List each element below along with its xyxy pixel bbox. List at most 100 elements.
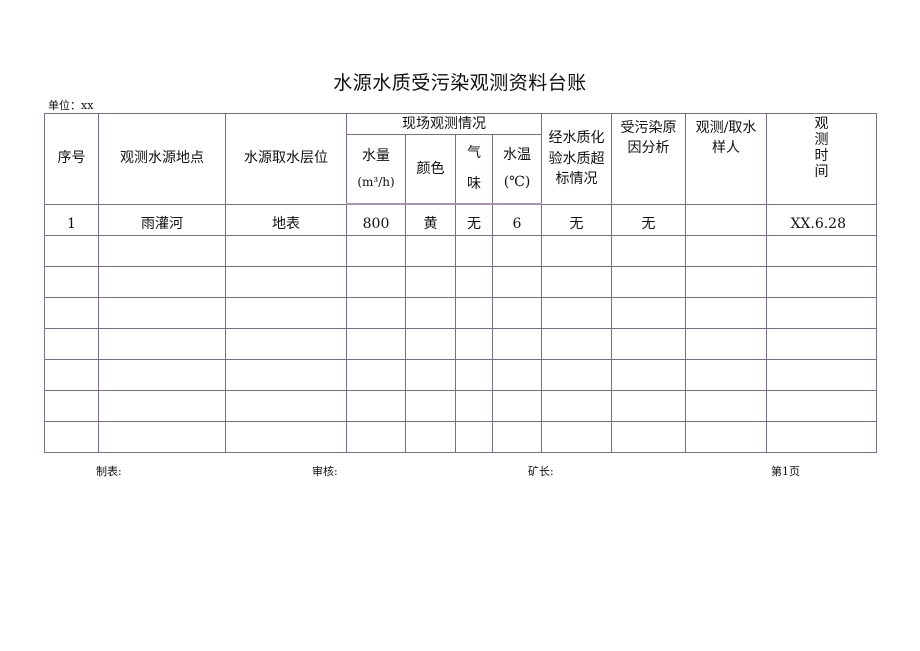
cell-color [405,235,456,267]
cell-time [766,421,877,453]
header-layer: 水源取水层位 [225,113,347,205]
cell-time [766,235,877,267]
table-row [44,359,877,391]
cell-location [98,235,226,267]
cell-seq: 1 [44,203,99,236]
cell-seq [44,390,99,422]
cell-layer [225,421,347,453]
cell-sampler [685,297,767,329]
cell-location [98,266,226,298]
cell-seq [44,297,99,329]
cell-flow [346,235,406,267]
cell-flow [346,421,406,453]
footer-manager: 矿长: [528,465,554,478]
cell-sampler [685,328,767,360]
cell-lab: 无 [541,203,612,236]
cell-location [98,328,226,360]
cell-color [405,421,456,453]
cell-location [98,359,226,391]
cell-smell [455,328,493,360]
cell-layer [225,297,347,329]
cell-temp [492,359,542,391]
cell-color [405,297,456,329]
table-row [44,390,877,422]
cell-sampler [685,421,767,453]
cell-layer [225,359,347,391]
cell-cause [611,359,686,391]
cell-lab [541,297,612,329]
cell-temp [492,390,542,422]
cell-smell [455,421,493,453]
cell-sampler [685,203,767,236]
cell-smell [455,266,493,298]
cell-color [405,266,456,298]
cell-time [766,297,877,329]
page-title: 水源水质受污染观测资料台账 [333,72,587,94]
cell-cause [611,421,686,453]
cell-time [766,390,877,422]
cell-color: 黄 [405,203,456,236]
header-flow: 水量 (m³/h) [346,134,406,205]
table-row [44,297,877,329]
footer-reviewer: 审核: [312,465,338,478]
cell-sampler [685,390,767,422]
cell-lab [541,266,612,298]
header-temp: 水温 (℃) [492,134,542,205]
cell-cause [611,328,686,360]
cell-layer [225,235,347,267]
cell-temp [492,328,542,360]
cell-lab [541,390,612,422]
cell-smell [455,297,493,329]
footer-maker: 制表: [96,465,122,478]
cell-lab [541,328,612,360]
header-time: 观测时间 [766,113,877,205]
cell-temp [492,297,542,329]
cell-temp [492,421,542,453]
header-cause: 受污染原因分析 [611,113,686,205]
table-row [44,328,877,360]
cell-seq [44,266,99,298]
cell-cause [611,266,686,298]
ledger-table: 序号 观测水源地点 水源取水层位 现场观测情况 经水质化验水质超标情况 受污染原… [44,113,877,453]
cell-smell: 无 [455,203,493,236]
cell-flow [346,297,406,329]
cell-location [98,421,226,453]
cell-layer [225,266,347,298]
cell-temp [492,235,542,267]
cell-smell [455,359,493,391]
cell-time: XX.6.28 [766,203,877,236]
cell-location [98,390,226,422]
cell-flow [346,328,406,360]
cell-color [405,359,456,391]
cell-sampler [685,266,767,298]
cell-location [98,297,226,329]
cell-color [405,328,456,360]
header-smell: 气味 [455,134,493,205]
cell-sampler [685,359,767,391]
header-lab: 经水质化验水质超标情况 [541,113,612,205]
cell-time [766,328,877,360]
cell-cause: 无 [611,203,686,236]
header-location: 观测水源地点 [98,113,226,205]
cell-time [766,359,877,391]
table-row [44,421,877,453]
cell-seq [44,359,99,391]
footer-page: 第1页 [771,465,800,478]
table-row [44,266,877,298]
header-color: 颜色 [405,134,456,205]
cell-flow [346,266,406,298]
cell-color [405,390,456,422]
cell-seq [44,328,99,360]
cell-cause [611,297,686,329]
cell-lab [541,359,612,391]
cell-lab [541,421,612,453]
header-onsite-group: 现场观测情况 [346,113,542,135]
table-row [44,235,877,267]
cell-layer [225,390,347,422]
header-seq: 序号 [44,113,99,205]
cell-cause [611,390,686,422]
table-row: 1 雨灌河 地表 800 黄无 6 无无 XX.6.28 [44,203,877,236]
cell-cause [611,235,686,267]
cell-flow [346,390,406,422]
unit-label: 单位：xx [48,99,94,112]
